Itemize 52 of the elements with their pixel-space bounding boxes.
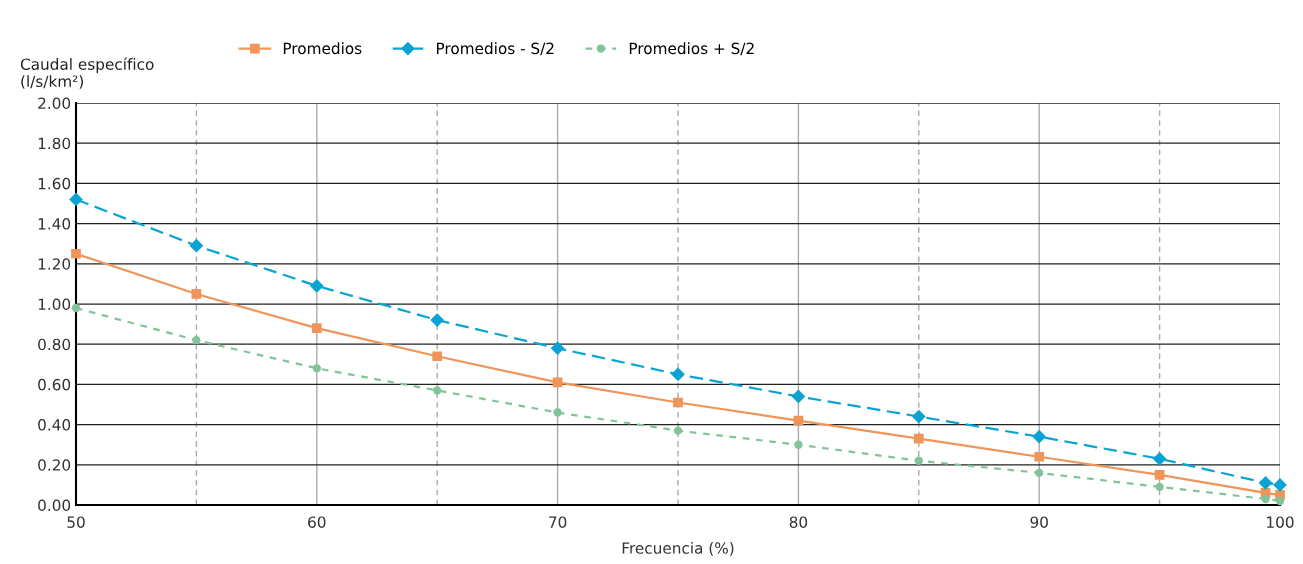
y-tick-label: 1.80: [38, 137, 71, 150]
y-axis-title: Caudal específico (l/s/km²): [20, 57, 154, 89]
point: [1258, 476, 1273, 490]
point: [433, 386, 442, 395]
point: [673, 397, 683, 408]
y-tick-label: 0.60: [38, 378, 71, 391]
y-tick-label: 0.40: [38, 419, 71, 431]
x-axis-title: Frecuencia (%): [622, 542, 734, 556]
point: [1275, 496, 1285, 506]
point: [191, 289, 202, 299]
legend-label: Promedios: [283, 42, 362, 55]
y-tick-label: 2.00: [38, 97, 71, 110]
point: [69, 192, 83, 207]
point: [794, 440, 803, 449]
point: [1153, 452, 1167, 466]
x-tick-label: 60: [308, 516, 326, 528]
x-tick-label: 100: [1267, 516, 1294, 528]
y-tick-label: 1.00: [38, 298, 71, 311]
point: [312, 364, 321, 373]
x-tick-label: 80: [789, 516, 808, 528]
point: [791, 389, 805, 404]
y-tick-label: 0.80: [38, 338, 71, 351]
y-tick-label: 0.00: [38, 499, 71, 512]
legend-label: Promedios + S/2: [629, 42, 754, 56]
y-tick-label: 1.40: [38, 218, 71, 230]
y-tick-label: 1.20: [38, 258, 71, 270]
point: [1273, 478, 1287, 492]
point: [671, 367, 685, 381]
point: [1261, 494, 1270, 504]
point: [430, 313, 444, 327]
point: [914, 456, 923, 465]
point: [1035, 468, 1044, 478]
point: [71, 248, 81, 259]
point: [673, 426, 683, 435]
point: [432, 351, 443, 362]
x-tick-label: 50: [67, 516, 85, 528]
x-tick-label: 70: [549, 516, 567, 528]
point: [551, 341, 565, 355]
point: [1034, 451, 1045, 462]
point: [913, 433, 924, 444]
x-tick-label: 90: [1030, 516, 1048, 528]
point: [311, 323, 322, 333]
point: [189, 239, 203, 253]
point: [1032, 430, 1046, 444]
y-tick-label: 0.20: [38, 459, 71, 471]
point: [553, 408, 562, 417]
point: [310, 279, 324, 293]
point: [71, 303, 81, 313]
point: [912, 409, 926, 424]
y-tick-label: 1.60: [38, 177, 71, 190]
legend-label: Promedios - S/2: [436, 42, 554, 56]
point: [1154, 469, 1165, 480]
